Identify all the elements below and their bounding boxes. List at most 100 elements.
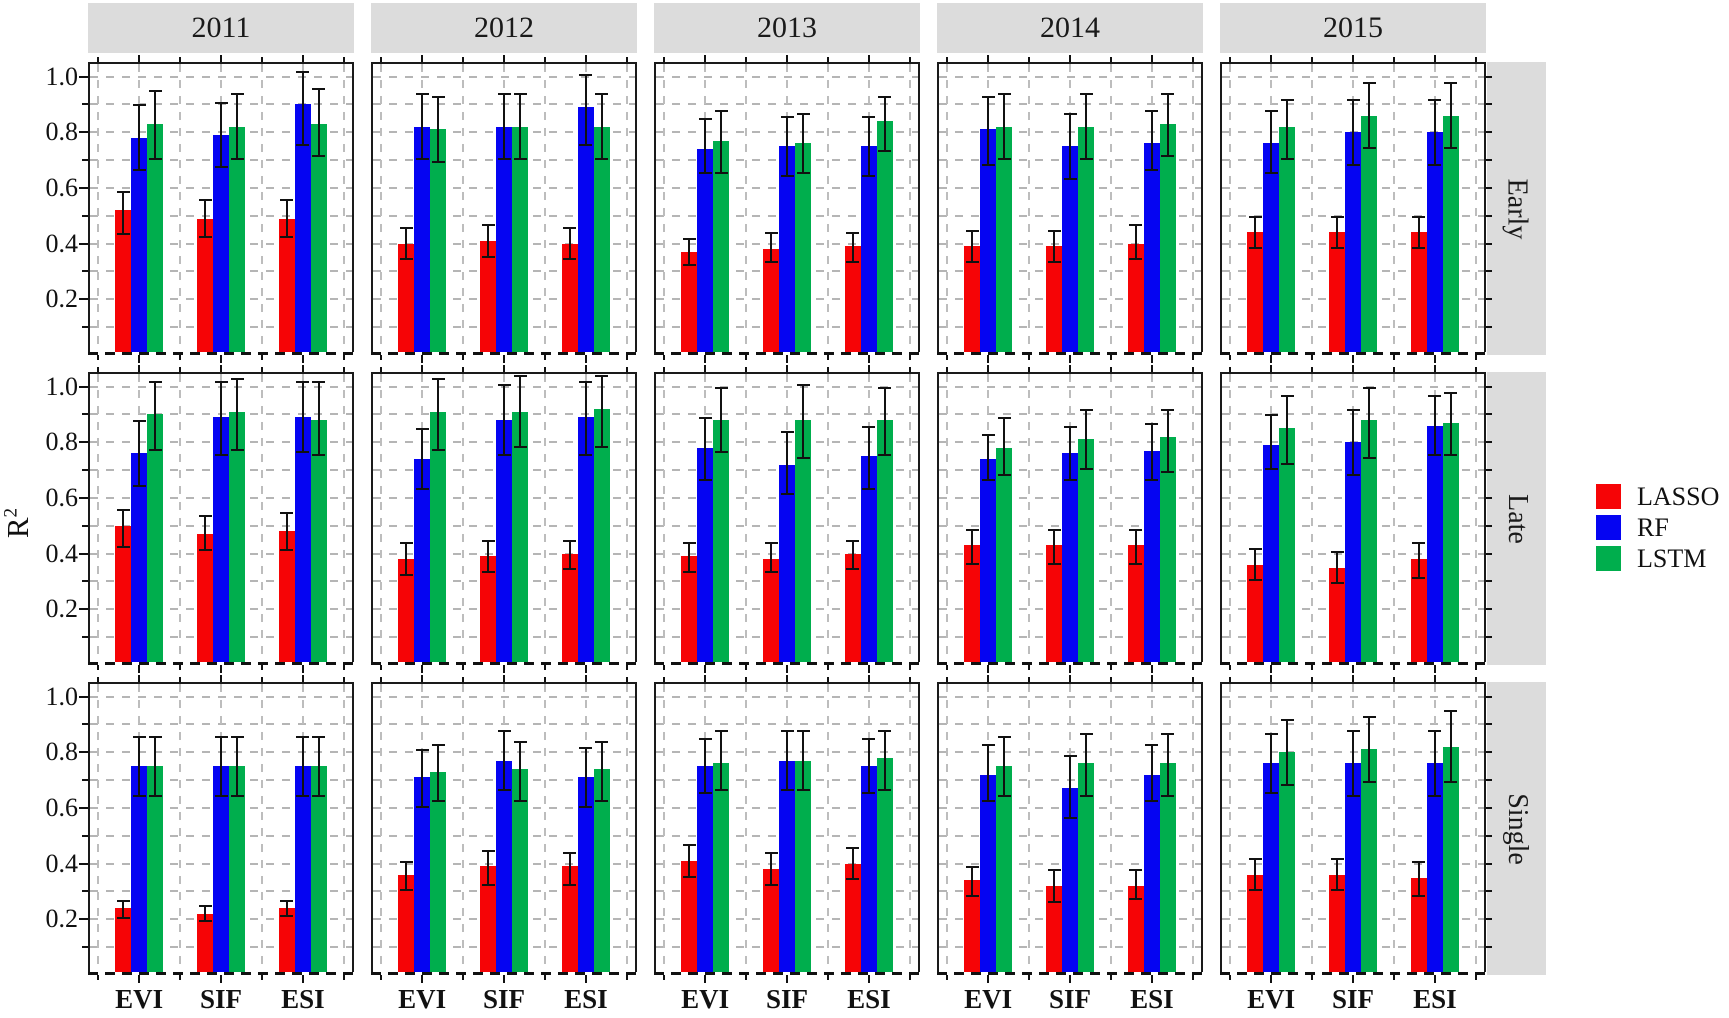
left-tick (82, 413, 88, 416)
top-minor-tick (1028, 677, 1031, 682)
error-bar-line (1254, 858, 1257, 892)
left-tick (82, 636, 88, 639)
error-bar-cap-bottom (1047, 562, 1061, 565)
right-tick (1486, 103, 1492, 106)
bar-lstm-SIF (1361, 749, 1377, 975)
error-bar-cap-bottom (579, 805, 593, 808)
error-bar-cap-bottom (714, 789, 728, 792)
bar-lstm-ESI (1442, 746, 1459, 975)
error-bar-cap-bottom (595, 800, 609, 803)
bottom-minor-tick (342, 665, 345, 670)
zero-baseline (654, 662, 920, 665)
error-bar-line (421, 93, 424, 161)
top-minor-tick (342, 57, 345, 62)
top-minor-tick (543, 57, 546, 62)
error-bar-cap-bottom (965, 261, 979, 264)
top-tick (1069, 55, 1071, 62)
right-tick (1486, 131, 1492, 134)
panel-Early-2012 (371, 62, 637, 355)
bottom-tick (1069, 665, 1071, 673)
right-tick (1486, 751, 1492, 754)
error-bar-line (1150, 743, 1153, 803)
error-bar-cap-top (780, 729, 794, 732)
top-minor-tick (1109, 367, 1112, 372)
legend-label-lstm: LSTM (1637, 544, 1707, 573)
error-bar-cap-bottom (1264, 791, 1278, 794)
bottom-tick (704, 355, 707, 363)
error-bar-line (867, 115, 870, 177)
error-bar-cap-top (1079, 408, 1093, 411)
bottom-minor-tick (380, 975, 383, 980)
x-tick-label: ESI (564, 984, 608, 1014)
error-bar-line (600, 375, 603, 448)
error-bar-line (1166, 732, 1169, 797)
top-minor-tick (380, 57, 383, 62)
bar-rf-SIF (213, 766, 229, 975)
error-bar-cap-top (1047, 869, 1061, 872)
error-bar-line (1085, 408, 1087, 471)
bar-lasso-ESI (844, 553, 861, 665)
error-bar-line (987, 433, 990, 482)
error-bar-cap-top (1330, 858, 1344, 861)
x-tick-label: EVI (964, 984, 1013, 1014)
error-bar-line (584, 380, 587, 457)
bottom-minor-tick (1229, 665, 1232, 670)
bottom-tick (584, 665, 587, 673)
bottom-minor-tick (1392, 665, 1395, 670)
left-tick (79, 918, 88, 921)
bar-lstm-SIF (795, 143, 811, 355)
top-tick (220, 55, 222, 62)
error-bar-cap-bottom (296, 144, 310, 147)
error-bar-line (1003, 417, 1006, 476)
error-bar-cap-top (1280, 394, 1294, 397)
error-bar-cap-bottom (764, 261, 778, 264)
right-tick (1486, 524, 1492, 527)
error-bar-cap-bottom (481, 255, 495, 258)
error-bar-line (600, 741, 603, 803)
left-tick (82, 779, 88, 782)
error-bar-cap-top (579, 73, 593, 76)
error-bar-cap-top (1346, 98, 1360, 101)
error-bar-cap-top (214, 101, 228, 104)
error-bar-line (786, 115, 788, 177)
error-bar-cap-top (1362, 82, 1376, 85)
error-bar-cap-bottom (595, 445, 609, 448)
error-bar-cap-top (965, 528, 979, 531)
error-bar-cap-bottom (1145, 169, 1159, 172)
right-tick (1486, 385, 1492, 388)
bottom-minor-tick (908, 975, 911, 980)
error-bar-cap-bottom (862, 174, 876, 177)
error-bar-cap-top (1079, 732, 1093, 735)
panel-Late-2014 (937, 372, 1203, 665)
error-bar-cap-bottom (1280, 462, 1294, 465)
error-bar-cap-top (981, 96, 995, 99)
top-minor-tick (908, 677, 911, 682)
error-bar-cap-top (1330, 215, 1344, 218)
top-minor-tick (260, 677, 263, 682)
y-tick-label: 0.6 (45, 482, 79, 512)
error-bar-cap-top (1428, 98, 1442, 101)
bar-rf-ESI (294, 766, 311, 975)
error-bar-cap-top (714, 386, 728, 389)
error-bar-cap-top (796, 112, 810, 115)
bar-lstm-EVI (147, 414, 164, 665)
top-tick (421, 365, 424, 372)
error-bar-line (405, 226, 408, 261)
right-tick (1486, 580, 1492, 583)
v-gridline (1109, 374, 1112, 665)
bar-lstm-ESI (1159, 436, 1176, 665)
bar-lasso-EVI (115, 210, 132, 355)
v-gridline (1392, 684, 1395, 975)
error-bar-line (301, 380, 304, 454)
v-gridline (946, 374, 949, 665)
bottom-minor-tick (745, 975, 748, 980)
bar-lstm-EVI (430, 129, 447, 355)
error-bar-cap-bottom (497, 789, 511, 792)
error-bar-line (786, 431, 788, 496)
error-bar-cap-bottom (579, 144, 593, 147)
error-bar-line (1352, 729, 1354, 797)
error-bar-cap-bottom (415, 158, 429, 161)
bar-rf-EVI (414, 126, 431, 355)
bar-lasso-EVI (398, 559, 415, 665)
error-bar-line (317, 380, 320, 457)
